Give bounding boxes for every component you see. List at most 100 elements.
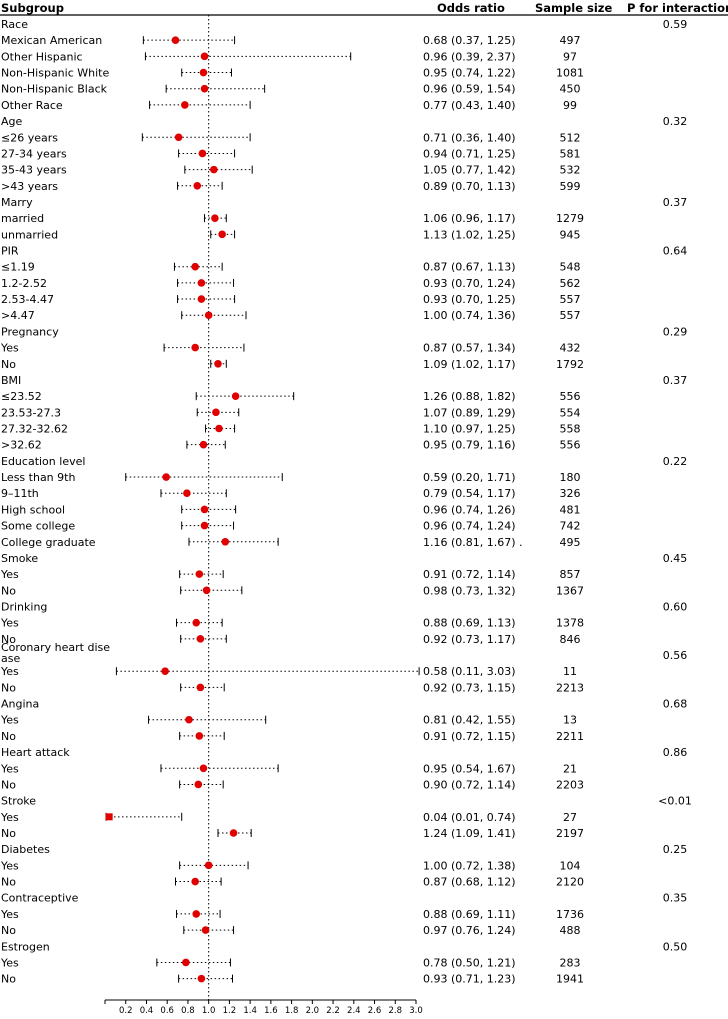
odds-ratio-marker — [181, 101, 189, 109]
p-interaction-value: 0.86 — [663, 746, 688, 759]
p-interaction-value: 0.50 — [663, 940, 688, 953]
p-interaction-value: 0.35 — [663, 892, 688, 905]
p-interaction-value: 0.22 — [663, 455, 688, 468]
x-tick-label: 0.2 — [119, 1006, 133, 1015]
sample-size-value: 556 — [560, 390, 581, 403]
odds-ratio-text: 0.78 (0.50, 1.21) — [423, 956, 516, 969]
x-tick-label: 1.4 — [243, 1006, 257, 1015]
odds-ratio-marker — [194, 780, 203, 789]
p-interaction-value: 0.37 — [663, 196, 688, 209]
subgroup-label: No — [1, 584, 16, 597]
odds-ratio-marker — [174, 133, 183, 142]
odds-ratio-text: 0.90 (0.72, 1.14) — [423, 778, 516, 791]
odds-ratio-marker — [162, 473, 170, 481]
odds-ratio-text: 0.97 (0.76, 1.24) — [423, 924, 516, 937]
odds-ratio-marker — [196, 683, 205, 692]
odds-ratio-marker — [200, 505, 209, 514]
odds-ratio-text: 0.96 (0.59, 1.54) — [423, 83, 516, 96]
subgroup-label: 1.2-2.52 — [1, 277, 47, 290]
sample-size-value: 495 — [560, 536, 581, 549]
subgroup-label: High school — [1, 503, 65, 516]
group-label: Smoke — [1, 552, 38, 565]
x-tick-label: 0.8 — [181, 1006, 195, 1015]
sample-size-value: 2120 — [556, 876, 584, 889]
odds-ratio-text: 1.13 (1.02, 1.25) — [423, 228, 516, 241]
sample-size-value: 562 — [560, 277, 581, 290]
p-interaction-value: 0.29 — [663, 325, 688, 338]
odds-ratio-text: 0.96 (0.39, 2.37) — [423, 50, 516, 63]
odds-ratio-marker — [221, 537, 230, 546]
header-odds-ratio: Odds ratio — [437, 1, 505, 15]
x-tick-label: 2.8 — [389, 1006, 403, 1015]
odds-ratio-marker — [204, 311, 213, 320]
odds-ratio-marker — [191, 877, 199, 886]
odds-ratio-text: 0.92 (0.73, 1.17) — [423, 633, 516, 646]
odds-ratio-marker — [183, 489, 191, 498]
odds-ratio-text: 0.04 (0.01, 0.74) — [423, 811, 516, 824]
odds-ratio-marker — [212, 408, 220, 417]
subgroup-label: 35-43 years — [1, 164, 67, 177]
subgroup-label: No — [1, 730, 16, 743]
odds-ratio-marker — [191, 262, 199, 271]
odds-ratio-text: 0.81 (0.42, 1.55) — [423, 714, 516, 727]
subgroup-label: Yes — [0, 665, 19, 678]
subgroup-label: Yes — [0, 762, 19, 775]
odds-ratio-text: 0.89 (0.70, 1.13) — [423, 180, 516, 193]
odds-ratio-text: 0.68 (0.37, 1.25) — [423, 34, 516, 47]
sample-size-value: 283 — [560, 956, 581, 969]
odds-ratio-marker — [185, 715, 193, 724]
sample-size-value: 945 — [560, 228, 581, 241]
sample-size-value: 1378 — [556, 617, 584, 630]
group-label: BMI — [1, 374, 21, 387]
sample-size-value: 104 — [560, 859, 581, 872]
odds-ratio-text: 1.05 (0.77, 1.42) — [423, 164, 516, 177]
odds-ratio-marker — [198, 149, 207, 158]
odds-ratio-text: 0.98 (0.73, 1.32) — [423, 584, 516, 597]
p-interaction-value: <0.01 — [658, 795, 692, 808]
sample-size-value: 1736 — [556, 908, 584, 921]
group-label: Education level — [1, 455, 85, 468]
group-label: Race — [1, 18, 28, 31]
p-interaction-value: 0.45 — [663, 552, 688, 565]
sample-size-value: 326 — [560, 487, 581, 500]
group-label: PIR — [1, 245, 19, 258]
forest-rows: Race 0.59 Mexican American 0.68 (0.37, 1.25… — [0, 15, 692, 1000]
odds-ratio-marker — [231, 392, 240, 400]
sample-size-value: 2203 — [556, 778, 584, 791]
subgroup-label: Yes — [0, 617, 19, 630]
odds-ratio-text: 1.06 (0.96, 1.17) — [423, 212, 516, 225]
subgroup-label: ≤23.52 — [1, 390, 42, 403]
odds-ratio-text: 0.93 (0.70, 1.24) — [423, 277, 516, 290]
sample-size-value: 557 — [560, 293, 581, 306]
odds-ratio-text: 0.91 (0.72, 1.15) — [423, 730, 516, 743]
odds-ratio-text: 0.96 (0.74, 1.26) — [423, 503, 516, 516]
subgroup-label: Yes — [0, 568, 19, 581]
sample-size-value: 558 — [560, 423, 581, 436]
odds-ratio-marker — [192, 618, 201, 627]
x-tick-label: 3.0 — [409, 1006, 423, 1015]
subgroup-label: >43 years — [1, 180, 58, 193]
group-label: Age — [1, 115, 23, 128]
x-tick-label: 0.4 — [140, 1006, 154, 1015]
odds-ratio-text: 0.87 (0.57, 1.34) — [423, 342, 516, 355]
odds-ratio-marker — [200, 84, 209, 93]
sample-size-value: 27 — [563, 811, 577, 824]
sample-size-value: 180 — [560, 471, 581, 484]
odds-ratio-marker — [200, 521, 209, 530]
subgroup-label: 2.53-4.47 — [1, 293, 54, 306]
odds-ratio-text: 0.95 (0.79, 1.16) — [423, 439, 516, 452]
odds-ratio-marker — [191, 343, 199, 352]
sample-size-value: 581 — [560, 147, 581, 160]
odds-ratio-marker — [192, 910, 201, 918]
x-tick-label: 2.2 — [326, 1006, 340, 1015]
p-interaction-value: 0.25 — [663, 843, 688, 856]
odds-ratio-marker — [105, 813, 113, 821]
subgroup-label: >4.47 — [1, 309, 35, 322]
odds-ratio-marker — [200, 52, 209, 61]
odds-ratio-marker — [214, 359, 222, 368]
group-label: Angina — [1, 698, 39, 711]
odds-ratio-marker — [210, 165, 218, 174]
sample-size-value: 1367 — [556, 584, 584, 597]
